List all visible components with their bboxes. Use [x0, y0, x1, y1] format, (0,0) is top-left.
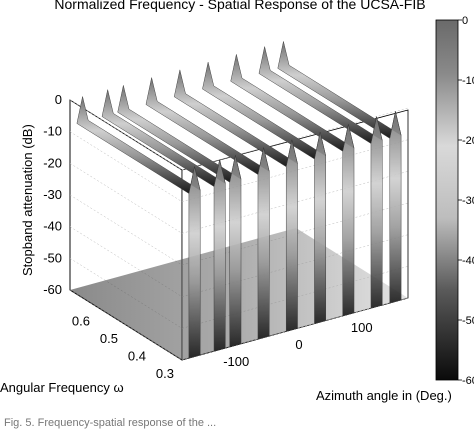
surface-ridge-front — [229, 155, 242, 348]
colorbar-tick-labels: 0 -10 -20 -30 -40 -50 -60 — [458, 15, 474, 387]
frequency-tick-label: 0.4 — [128, 349, 146, 364]
frequency-tick-label: 0.3 — [156, 366, 174, 381]
surface-ridge-front — [285, 139, 298, 332]
colorbar-tick-label: -60 — [462, 375, 474, 387]
z-gridline — [69, 99, 409, 171]
chart-title: Normalized Frequency - Spatial Response … — [54, 0, 426, 12]
colorbar-gradient — [435, 19, 459, 381]
colorbar-tick-label: -30 — [462, 195, 474, 207]
frequency-axis-label: Angular Frequency ω — [0, 380, 124, 395]
azimuth-tick-label: 100 — [351, 320, 373, 335]
surface-plot — [70, 41, 408, 360]
frequency-tick-label: 0.6 — [72, 314, 90, 329]
z-tick-label: -30 — [43, 187, 62, 202]
colorbar-tick-label: -20 — [462, 135, 474, 147]
colorbar-tick-label: -40 — [462, 255, 474, 267]
z-tick-label: -10 — [43, 124, 62, 139]
surface-ridge-front — [389, 111, 402, 304]
surface-ridge-front — [370, 116, 383, 309]
z-tick-label: -50 — [43, 250, 62, 265]
colorbar-tick-label: -50 — [462, 315, 474, 327]
z-tick-label: -40 — [43, 219, 62, 234]
colorbar — [435, 19, 459, 381]
z-tick-label: -60 — [43, 282, 62, 297]
z-gridline — [69, 163, 409, 234]
azimuth-tick-labels: -100 0 100 — [223, 320, 372, 369]
z-tick-label: 0 — [55, 92, 62, 107]
colorbar-tick-label: 0 — [462, 15, 468, 27]
z-gridline — [69, 131, 409, 202]
surface-ridge-front — [188, 166, 201, 359]
frequency-tick-labels: 0.6 0.5 0.4 0.3 — [72, 314, 174, 382]
azimuth-axis-label: Azimuth angle in (Deg.) — [316, 388, 452, 403]
colorbar-tick-label: -10 — [462, 75, 474, 87]
z-tick-label: -20 — [43, 155, 62, 170]
frequency-tick-label: 0.5 — [100, 331, 118, 346]
surface-ridge-front — [213, 159, 226, 352]
surface-ridge-front — [257, 147, 270, 340]
surface-ridge-front — [314, 132, 327, 324]
figure-caption: Fig. 5. Frequency-spatial response of th… — [4, 417, 217, 429]
z-tick-labels: 0 -10 -20 -30 -40 -50 -60 — [43, 92, 62, 297]
azimuth-tick-label: 0 — [295, 337, 302, 352]
surface-ridge-front — [342, 124, 355, 317]
z-axis-label: Stopband attenuation (dB) — [20, 124, 35, 276]
azimuth-tick-label: -100 — [223, 354, 249, 369]
